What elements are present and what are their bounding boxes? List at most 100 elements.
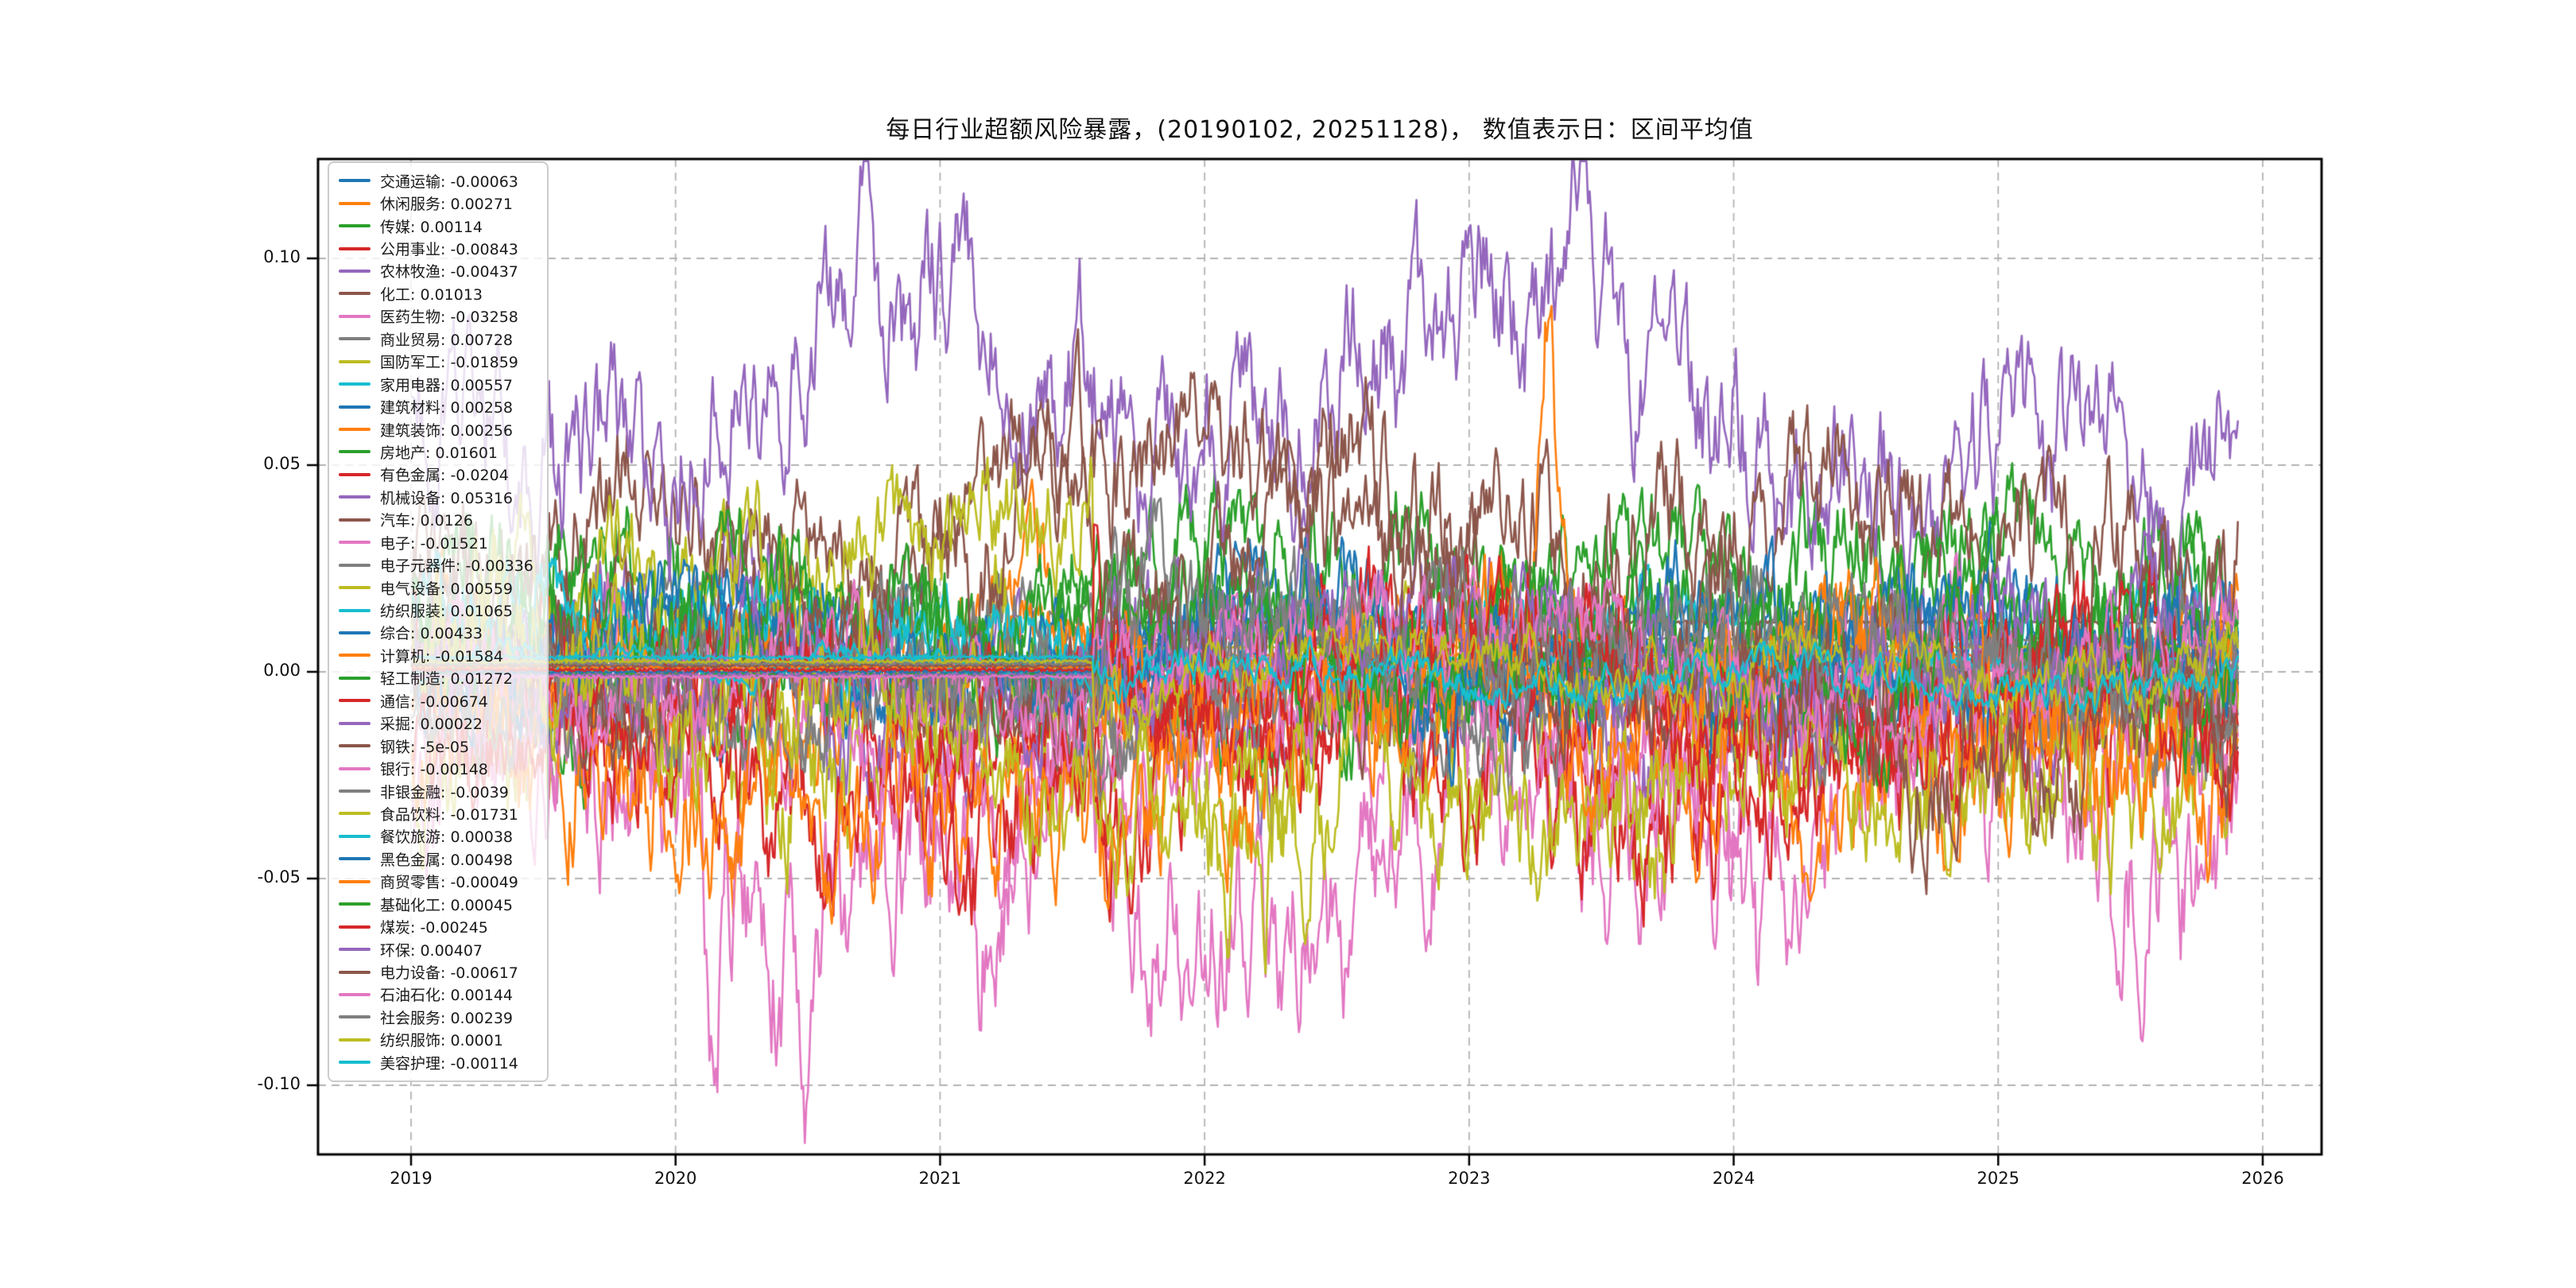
legend: 交通运输: -0.00063 休闲服务: 0.00271 传媒: 0.00114 公用… bbox=[328, 161, 549, 1082]
legend-item: 电气设备: 0.00559 bbox=[339, 576, 544, 599]
legend-label: 电子: -0.01521 bbox=[380, 534, 488, 553]
legend-label: 汽车: 0.0126 bbox=[380, 512, 473, 530]
legend-line-swatch bbox=[339, 925, 370, 929]
legend-item: 环保: 0.00407 bbox=[339, 938, 544, 960]
legend-item: 国防军工: -0.01859 bbox=[339, 351, 544, 373]
x-tick-label: 2024 bbox=[1712, 1169, 1755, 1188]
legend-label: 餐饮旅游: 0.00038 bbox=[380, 828, 514, 847]
legend-label: 钢铁: -5e-05 bbox=[380, 738, 470, 756]
legend-line-swatch bbox=[339, 359, 370, 363]
legend-line-swatch bbox=[339, 1061, 370, 1065]
legend-item: 计算机: -0.01584 bbox=[339, 644, 544, 666]
legend-line-swatch bbox=[339, 292, 370, 296]
legend-label: 传媒: 0.00114 bbox=[380, 218, 483, 236]
legend-line-swatch bbox=[339, 834, 370, 838]
legend-line-swatch bbox=[339, 472, 370, 476]
legend-label: 基础化工: 0.00045 bbox=[380, 896, 514, 914]
legend-label: 商业贸易: 0.00728 bbox=[380, 331, 514, 349]
x-tick-label: 2025 bbox=[1977, 1169, 2019, 1188]
legend-label: 有色金属: -0.0204 bbox=[380, 467, 509, 485]
legend-label: 建筑材料: 0.00258 bbox=[380, 399, 514, 417]
legend-line-swatch bbox=[339, 428, 370, 432]
legend-item: 基础化工: 0.00045 bbox=[339, 893, 544, 915]
legend-line-swatch bbox=[339, 630, 370, 634]
legend-item: 商业贸易: 0.00728 bbox=[339, 328, 544, 350]
legend-label: 采掘: 0.00022 bbox=[380, 716, 483, 734]
legend-item: 社会服务: 0.00239 bbox=[339, 1006, 544, 1028]
legend-label: 环保: 0.00407 bbox=[380, 941, 483, 960]
legend-line-swatch bbox=[339, 721, 370, 725]
legend-line-swatch bbox=[339, 744, 370, 748]
legend-line-swatch bbox=[339, 676, 370, 680]
x-tick-label: 2023 bbox=[1448, 1169, 1491, 1188]
legend-line-swatch bbox=[339, 337, 370, 341]
legend-item: 采掘: 0.00022 bbox=[339, 712, 544, 735]
y-tick-label: 0.00 bbox=[263, 661, 301, 680]
legend-line-swatch bbox=[339, 382, 370, 386]
legend-line-swatch bbox=[339, 586, 370, 590]
x-tick-label: 2020 bbox=[654, 1169, 697, 1188]
legend-item: 农林牧渔: -0.00437 bbox=[339, 260, 544, 282]
legend-item: 汽车: 0.0126 bbox=[339, 509, 544, 531]
legend-label: 非银金融: -0.0039 bbox=[380, 783, 509, 801]
legend-line-swatch bbox=[339, 879, 370, 883]
y-tick-label: -0.05 bbox=[257, 867, 301, 886]
legend-label: 轻工制造: 0.01272 bbox=[380, 670, 514, 689]
legend-label: 农林牧渔: -0.00437 bbox=[380, 263, 518, 281]
legend-item: 纺织服饰: 0.0001 bbox=[339, 1029, 544, 1051]
legend-label: 黑色金属: 0.00498 bbox=[380, 851, 514, 869]
x-tick-label: 2026 bbox=[2241, 1169, 2284, 1188]
legend-item: 综合: 0.00433 bbox=[339, 622, 544, 644]
y-tick-label: 0.10 bbox=[263, 247, 301, 266]
x-tick-label: 2019 bbox=[390, 1169, 433, 1188]
legend-label: 社会服务: 0.00239 bbox=[380, 1009, 514, 1027]
legend-item: 家用电器: 0.00557 bbox=[339, 373, 544, 395]
legend-line-swatch bbox=[339, 495, 370, 499]
legend-label: 房地产: 0.01601 bbox=[380, 444, 499, 462]
legend-line-swatch bbox=[339, 948, 370, 952]
legend-label: 电子元器件: -0.00336 bbox=[380, 557, 533, 576]
legend-item: 医药生物: -0.03258 bbox=[339, 305, 544, 328]
y-tick-label: -0.10 bbox=[257, 1074, 301, 1093]
legend-item: 化工: 0.01013 bbox=[339, 282, 544, 305]
legend-label: 煤炭: -0.00245 bbox=[380, 919, 488, 937]
legend-label: 国防军工: -0.01859 bbox=[380, 354, 518, 372]
x-tick-label: 2021 bbox=[918, 1169, 962, 1188]
legend-item: 房地产: 0.01601 bbox=[339, 440, 544, 463]
legend-label: 电气设备: 0.00559 bbox=[380, 580, 514, 598]
legend-label: 食品饮料: -0.01731 bbox=[380, 805, 518, 824]
legend-label: 石油石化: 0.00144 bbox=[380, 987, 514, 1005]
legend-item: 银行: -0.00148 bbox=[339, 757, 544, 779]
legend-line-swatch bbox=[339, 201, 370, 205]
legend-item: 黑色金属: 0.00498 bbox=[339, 848, 544, 870]
legend-line-swatch bbox=[339, 405, 370, 409]
legend-item: 餐饮旅游: 0.00038 bbox=[339, 825, 544, 848]
legend-item: 商贸零售: -0.00049 bbox=[339, 871, 544, 893]
legend-label: 综合: 0.00433 bbox=[380, 625, 483, 643]
legend-label: 美容护理: -0.00114 bbox=[380, 1054, 518, 1073]
legend-item: 有色金属: -0.0204 bbox=[339, 464, 544, 486]
legend-item: 食品饮料: -0.01731 bbox=[339, 802, 544, 824]
legend-item: 通信: -0.00674 bbox=[339, 689, 544, 712]
legend-line-swatch bbox=[339, 314, 370, 318]
legend-line-swatch bbox=[339, 1015, 370, 1019]
x-tick-label: 2022 bbox=[1183, 1169, 1226, 1188]
legend-item: 交通运输: -0.00063 bbox=[339, 169, 544, 192]
y-tick-label: 0.05 bbox=[263, 454, 301, 473]
legend-label: 休闲服务: 0.00271 bbox=[380, 196, 514, 214]
legend-line-swatch bbox=[339, 518, 370, 522]
legend-line-swatch bbox=[339, 1038, 370, 1042]
legend-line-swatch bbox=[339, 992, 370, 996]
legend-line-swatch bbox=[339, 608, 370, 612]
legend-item: 轻工制造: 0.01272 bbox=[339, 667, 544, 689]
legend-item: 煤炭: -0.00245 bbox=[339, 915, 544, 937]
legend-line-swatch bbox=[339, 902, 370, 906]
legend-label: 机械设备: 0.05316 bbox=[380, 489, 514, 507]
legend-item: 休闲服务: 0.00271 bbox=[339, 192, 544, 214]
legend-item: 电力设备: -0.00617 bbox=[339, 960, 544, 983]
legend-item: 传媒: 0.00114 bbox=[339, 215, 544, 237]
legend-item: 电子元器件: -0.00336 bbox=[339, 553, 544, 576]
legend-label: 电力设备: -0.00617 bbox=[380, 964, 518, 983]
legend-item: 美容护理: -0.00114 bbox=[339, 1051, 544, 1073]
